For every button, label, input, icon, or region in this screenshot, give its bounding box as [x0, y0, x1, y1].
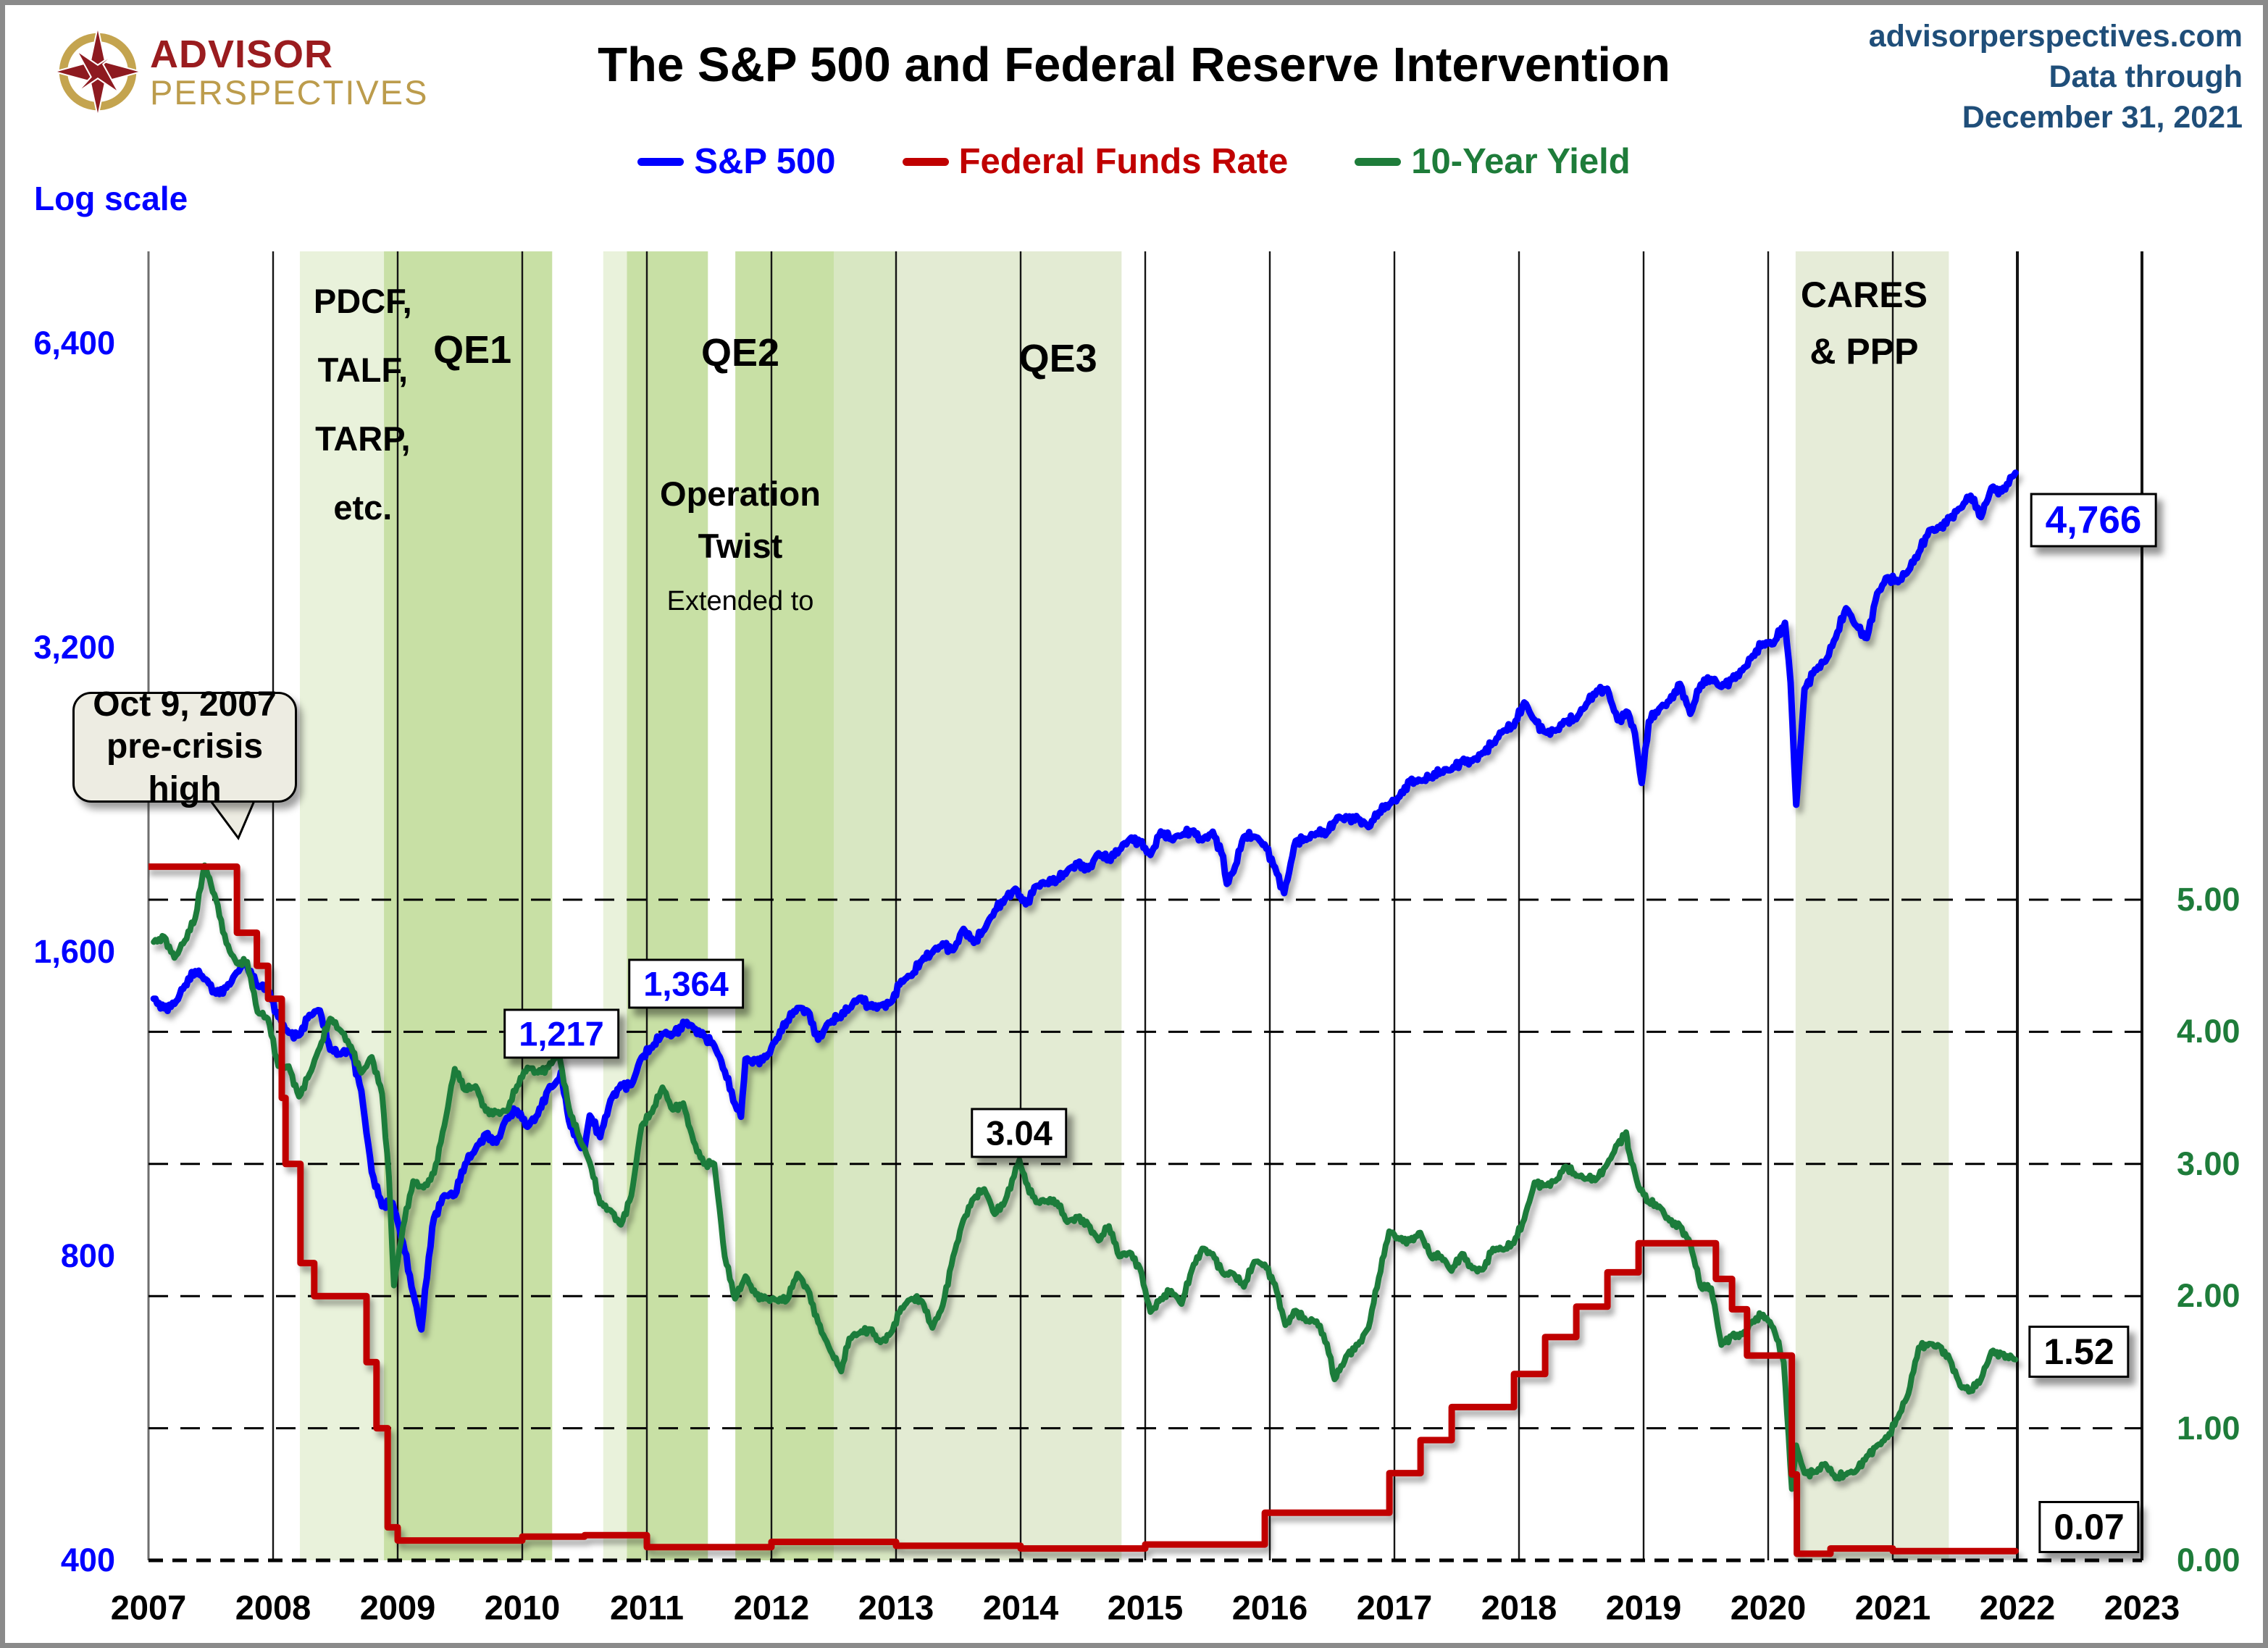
callout-date: Oct 9, 2007 — [93, 685, 277, 724]
band-label-operation-twist-2: Twist — [698, 526, 783, 565]
y-axis-tick-left-400: 400 — [60, 1542, 115, 1578]
y-axis-tick-right-3.00: 3.00 — [2177, 1145, 2240, 1182]
band-label-twist-extended: Extended to — [666, 586, 814, 617]
x-axis-tick-2011: 2011 — [610, 1588, 684, 1627]
legend-item-fedfunds: Federal Funds Rate — [902, 141, 1289, 182]
x-axis-tick-2009: 2009 — [359, 1588, 436, 1627]
y-axis-tick-right-0.00: 0.00 — [2177, 1542, 2240, 1578]
y-axis-tick-right-2.00: 2.00 — [2177, 1277, 2240, 1315]
legend-label-fedfunds: Federal Funds Rate — [958, 142, 1289, 181]
band-qe3 — [896, 251, 1122, 1560]
band-label-cares-ppp-2: & PPP — [1809, 331, 1919, 372]
legend: S&P 500 Federal Funds Rate 10-Year Yield — [5, 141, 2263, 182]
x-axis-tick-2007: 2007 — [110, 1588, 187, 1627]
x-axis-tick-2022: 2022 — [1979, 1588, 2056, 1627]
band-pre-qe2 — [603, 251, 627, 1560]
band-label-qe3: QE3 — [1018, 336, 1097, 380]
log-scale-note: Log scale — [34, 180, 188, 217]
x-axis-tick-2015: 2015 — [1107, 1588, 1184, 1627]
x-axis-tick-2017: 2017 — [1356, 1588, 1433, 1627]
label-304: 3.04 — [971, 1108, 1068, 1158]
label-152: 1.52 — [2028, 1326, 2130, 1378]
compass-star-icon — [53, 27, 143, 117]
band-label-qe2: QE2 — [700, 330, 780, 375]
band-qe2 — [627, 251, 708, 1560]
y-axis-tick-right-5.00: 5.00 — [2177, 881, 2240, 918]
label-007: 0.07 — [2038, 1501, 2140, 1553]
fedfunds-line-swatch-icon — [902, 157, 949, 166]
legend-label-sp500: S&P 500 — [694, 142, 836, 181]
label-1217: 1,217 — [503, 1008, 619, 1059]
y-axis-tick-left-3200: 3,200 — [33, 629, 115, 666]
x-axis-tick-2018: 2018 — [1481, 1588, 1557, 1627]
callout-text: pre-crisis high — [106, 727, 264, 808]
legend-label-tenyear: 10-Year Yield — [1411, 142, 1631, 181]
legend-item-tenyear: 10-Year Yield — [1355, 141, 1631, 182]
logo-word-advisor: ADVISOR — [150, 32, 334, 76]
y-axis-tick-right-4.00: 4.00 — [2177, 1013, 2240, 1050]
band-qe1 — [384, 251, 553, 1560]
series-federal-funds-rate — [148, 863, 2019, 1557]
band-label-pdcf-3: TARP, — [315, 419, 411, 458]
legend-item-sp500: S&P 500 — [637, 141, 836, 182]
y-axis-tick-left-1600: 1,600 — [33, 933, 115, 970]
x-axis-tick-2012: 2012 — [733, 1588, 810, 1627]
source-block: advisorperspectives.com Data through Dec… — [1869, 17, 2243, 138]
x-axis-tick-2008: 2008 — [235, 1588, 311, 1627]
data-through-label: Data through — [2049, 59, 2243, 94]
band-operation-twist — [735, 251, 834, 1560]
x-axis-tick-2020: 2020 — [1730, 1588, 1807, 1627]
tenyear-line-swatch-icon — [1355, 157, 1402, 166]
band-label-pdcf-4: etc. — [333, 488, 393, 527]
label-4766: 4,766 — [2030, 493, 2157, 548]
y-axis-tick-left-800: 800 — [60, 1237, 115, 1274]
sp500-fed-intervention-chart — [147, 251, 2143, 1563]
logo-word-perspectives: PERSPECTIVES — [150, 72, 429, 112]
sp500-line-swatch-icon — [637, 157, 685, 166]
x-axis-tick-2016: 2016 — [1231, 1588, 1308, 1627]
x-axis-tick-2019: 2019 — [1605, 1588, 1682, 1627]
x-axis-tick-2023: 2023 — [2104, 1588, 2180, 1627]
series-10-year-yield — [151, 862, 2019, 1492]
x-axis-tick-2010: 2010 — [484, 1588, 561, 1627]
band-label-qe1: QE1 — [433, 327, 512, 372]
pre-crisis-high-callout: Oct 9, 2007 pre-crisis high — [72, 685, 297, 808]
band-label-pdcf-2: TALF, — [317, 350, 409, 389]
band-label-pdcf-1: PDCF, — [313, 281, 412, 320]
advisor-perspectives-logo: ADVISOR PERSPECTIVES — [53, 27, 428, 117]
y-axis-tick-right-1.00: 1.00 — [2177, 1409, 2240, 1447]
y-axis-tick-left-6400: 6,400 — [33, 325, 115, 361]
band-pdcf — [299, 251, 385, 1560]
series-s-p-500 — [150, 469, 2019, 1333]
band-cares-ppp — [1795, 251, 1949, 1560]
x-axis-tick-2021: 2021 — [1854, 1588, 1931, 1627]
band-label-operation-twist-1: Operation — [660, 474, 821, 513]
x-axis-tick-2013: 2013 — [858, 1588, 934, 1627]
page-title: The S&P 500 and Federal Reserve Interven… — [598, 38, 1670, 92]
band-label-cares-ppp-1: CARES — [1800, 275, 1928, 315]
x-axis-tick-2014: 2014 — [982, 1588, 1059, 1627]
label-1364: 1,364 — [628, 958, 744, 1009]
source-site: advisorperspectives.com — [1868, 19, 2243, 54]
data-through-date: December 31, 2021 — [1962, 99, 2243, 135]
